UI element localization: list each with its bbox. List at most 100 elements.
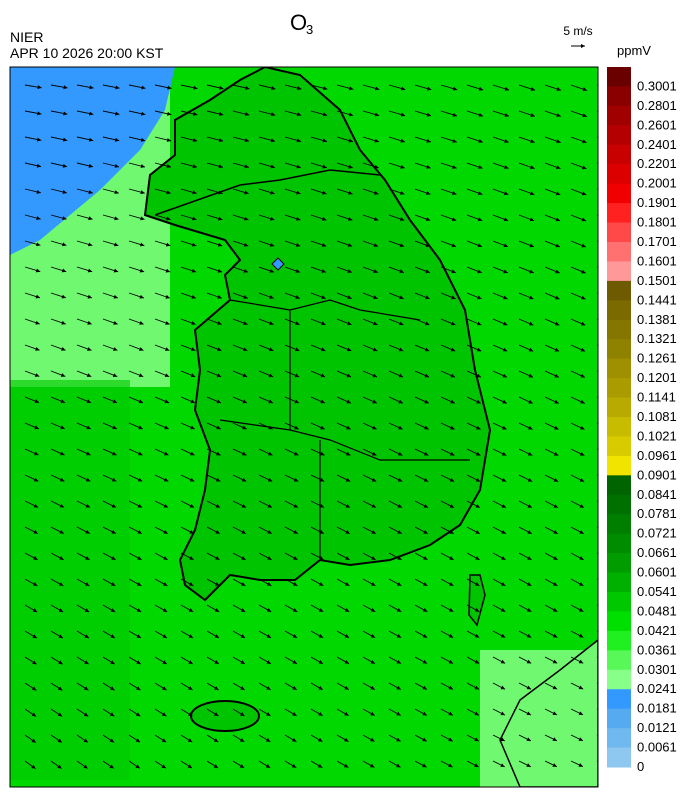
wind-arrow-head <box>581 269 586 274</box>
wind-arrow-head <box>581 165 587 170</box>
wind-arrow-head <box>399 269 404 274</box>
colorbar-label: 0.0481 <box>637 603 677 618</box>
wind-arrow-head <box>319 556 324 560</box>
wind-arrow-head <box>63 111 68 116</box>
wind-arrow-head <box>242 373 248 378</box>
wind-arrow-head <box>215 529 220 534</box>
wind-arrow-head <box>269 321 274 325</box>
wind-arrow-head <box>84 686 89 691</box>
colorbar-label: 0.0901 <box>637 467 677 482</box>
wind-arrow-head <box>192 138 198 142</box>
wind-arrow-head <box>60 373 66 377</box>
wind-arrow-head <box>113 268 119 273</box>
wind-arrow-head <box>34 425 39 430</box>
wind-arrow-head <box>292 634 298 638</box>
wind-arrow-head <box>241 477 247 482</box>
wind-arrow-head <box>396 711 401 716</box>
wind-arrow-head <box>214 712 219 716</box>
colorbar-label: 0.2201 <box>637 156 677 171</box>
wind-arrow-head <box>374 86 380 91</box>
wind-arrow-head <box>167 111 172 116</box>
wind-arrow-head <box>218 190 223 195</box>
wind-arrow-head <box>553 504 558 508</box>
wind-arrow-head <box>448 582 454 586</box>
colorbar-label: 0.1701 <box>637 234 677 249</box>
wind-arrow-head <box>295 321 300 326</box>
wind-arrow-head <box>426 112 432 117</box>
wind-arrow-head <box>215 477 221 482</box>
wind-arrow-head <box>87 294 92 299</box>
wind-arrow-head <box>582 139 587 144</box>
colorbar-label: 0.1901 <box>637 195 677 210</box>
wind-arrow-head <box>319 477 325 482</box>
wind-arrow-head <box>57 764 62 769</box>
wind-arrow-head <box>581 217 587 222</box>
colorbar-swatch <box>607 300 631 321</box>
border <box>154 169 381 216</box>
wind-arrow-head <box>347 216 353 221</box>
wind-arrow-head <box>243 321 248 325</box>
wind-arrow-head <box>398 399 403 404</box>
wind-arrow-head <box>113 242 119 247</box>
wind-arrow-head <box>500 607 506 612</box>
wind-arrow-head <box>476 425 481 430</box>
wind-arrow-head <box>373 269 378 273</box>
colorbar-label: 0.1201 <box>637 370 677 385</box>
wind-field <box>24 84 598 770</box>
wind-arrow-head <box>449 477 455 482</box>
wind-arrow-head <box>140 164 145 168</box>
wind-arrow-head <box>398 373 404 378</box>
wind-arrow-head <box>426 86 432 91</box>
wind-arrow-head <box>188 582 194 586</box>
wind-arrow-head <box>240 608 246 612</box>
wind-arrow-head <box>62 216 67 221</box>
wind-arrow-head <box>136 582 142 586</box>
wind-arrow-head <box>529 295 534 300</box>
wind-arrow-head <box>31 764 36 769</box>
wind-arrow-head <box>242 347 248 352</box>
wind-arrow-head <box>140 137 146 142</box>
wind-arrow-head <box>425 269 430 274</box>
wind-arrow-head <box>374 138 379 143</box>
wind-arrow-head <box>426 191 431 195</box>
wind-arrow-head <box>294 425 299 430</box>
wind-arrow-head <box>136 660 141 665</box>
wind-arrow-head <box>58 608 64 612</box>
wind-arrow-head <box>31 712 37 717</box>
wind-arrow-head <box>110 634 115 639</box>
wind-arrow-head <box>530 87 536 91</box>
wind-arrow-head <box>527 451 533 456</box>
wind-arrow-head <box>345 451 351 456</box>
wind-arrow-head <box>165 242 171 247</box>
colorbar-label: 0.0061 <box>637 740 677 755</box>
wind-arrow-head <box>370 737 375 742</box>
wind-arrow-head <box>579 478 585 482</box>
wind-arrow-head <box>373 243 379 247</box>
wind-arrow-head <box>214 582 220 586</box>
wind-arrow-head <box>501 556 506 560</box>
wind-arrow-head <box>503 243 508 248</box>
ulleung-area <box>468 574 486 627</box>
wind-arrow-head <box>318 582 324 586</box>
map-frame <box>9 66 599 788</box>
wind-arrow-head <box>451 191 457 195</box>
wind-arrow-head <box>475 477 481 482</box>
title-subscript: 3 <box>306 22 313 37</box>
wind-arrow-head <box>370 582 376 586</box>
wind-arrow-head <box>555 295 560 300</box>
wind-arrow-head <box>111 529 116 534</box>
wind-arrow-head <box>477 295 482 300</box>
wind-arrow-head <box>190 399 195 404</box>
wind-arrow-head <box>322 164 327 169</box>
wind-arrow-head <box>139 347 144 351</box>
wind-arrow-head <box>347 269 352 273</box>
wind-arrow-head <box>59 477 65 482</box>
wind-arrow-head <box>59 503 65 508</box>
datetime: APR 10 2026 20:00 KST <box>10 45 164 61</box>
wind-arrow-head <box>450 321 456 326</box>
wind-arrow-head <box>579 556 584 560</box>
wind-arrow-head <box>317 763 323 768</box>
wind-arrow-head <box>88 137 94 142</box>
wind-arrow-head <box>239 738 245 742</box>
very-low-zone <box>10 67 175 255</box>
